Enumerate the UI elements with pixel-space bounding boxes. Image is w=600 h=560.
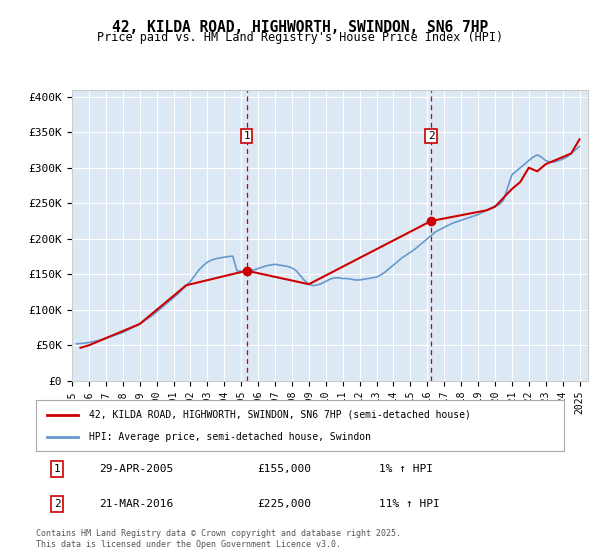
Text: Price paid vs. HM Land Registry's House Price Index (HPI): Price paid vs. HM Land Registry's House … <box>97 31 503 44</box>
Text: 29-APR-2005: 29-APR-2005 <box>100 464 173 474</box>
Text: 2: 2 <box>54 499 61 509</box>
Text: 1: 1 <box>244 131 250 141</box>
Text: 42, KILDA ROAD, HIGHWORTH, SWINDON, SN6 7HP (semi-detached house): 42, KILDA ROAD, HIGHWORTH, SWINDON, SN6 … <box>89 409 470 419</box>
Text: 11% ↑ HPI: 11% ↑ HPI <box>379 499 440 509</box>
Text: £155,000: £155,000 <box>258 464 312 474</box>
Text: Contains HM Land Registry data © Crown copyright and database right 2025.
This d: Contains HM Land Registry data © Crown c… <box>36 529 401 549</box>
Text: 1: 1 <box>54 464 61 474</box>
Text: 1% ↑ HPI: 1% ↑ HPI <box>379 464 433 474</box>
Text: 42, KILDA ROAD, HIGHWORTH, SWINDON, SN6 7HP: 42, KILDA ROAD, HIGHWORTH, SWINDON, SN6 … <box>112 20 488 35</box>
Text: 21-MAR-2016: 21-MAR-2016 <box>100 499 173 509</box>
Text: £225,000: £225,000 <box>258 499 312 509</box>
Text: HPI: Average price, semi-detached house, Swindon: HPI: Average price, semi-detached house,… <box>89 432 371 442</box>
Text: 2: 2 <box>428 131 434 141</box>
